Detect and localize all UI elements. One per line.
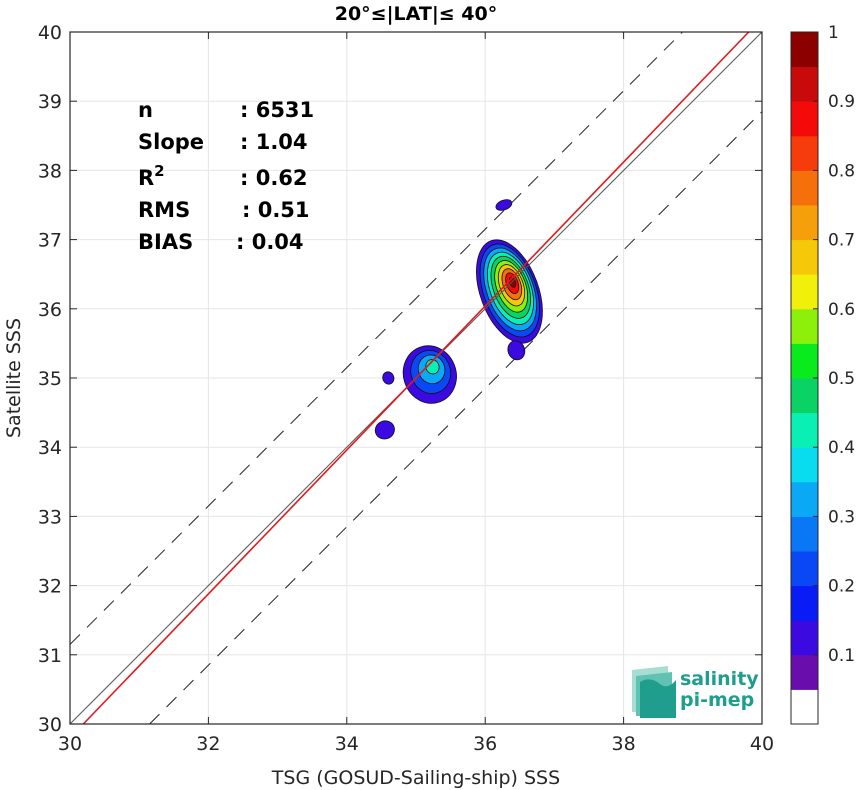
colorbar-segment bbox=[791, 101, 818, 137]
stats-value: : 0.04 bbox=[236, 230, 304, 254]
upper-bound-line bbox=[69, 31, 683, 645]
y-tick-label: 30 bbox=[38, 714, 62, 736]
y-tick-label: 38 bbox=[38, 160, 62, 182]
colorbar-tick-label: 0.7 bbox=[828, 231, 855, 251]
fit-line bbox=[82, 31, 750, 725]
colorbar-segment bbox=[791, 585, 818, 621]
colorbar-tick-label: 0.8 bbox=[828, 161, 855, 181]
colorbar-segment bbox=[791, 170, 818, 206]
density-contour bbox=[425, 359, 440, 375]
colorbar-segment bbox=[791, 620, 818, 656]
colorbar-segment bbox=[791, 481, 818, 517]
y-tick-label: 36 bbox=[38, 299, 62, 321]
x-tick-label: 38 bbox=[612, 733, 636, 755]
colorbar-segment bbox=[791, 551, 818, 587]
logo: salinity pi-mep bbox=[632, 666, 759, 718]
colorbar-tick-label: 0.1 bbox=[828, 646, 855, 666]
stats-value: : 0.51 bbox=[242, 198, 310, 222]
density-contour bbox=[374, 420, 395, 440]
colorbar-tick-label: 0.4 bbox=[828, 438, 855, 458]
y-tick-label: 35 bbox=[38, 368, 62, 390]
colorbar-segment bbox=[791, 239, 818, 275]
colorbar-tick-label: 0.9 bbox=[828, 92, 855, 112]
y-tick-label: 34 bbox=[38, 437, 62, 459]
stats-value: : 0.62 bbox=[240, 166, 308, 190]
colorbar-segment bbox=[791, 205, 818, 241]
stats-value: : 1.04 bbox=[240, 130, 308, 154]
colorbar-segment bbox=[791, 343, 818, 379]
density-contours bbox=[374, 199, 543, 440]
chart-title: 20°≤|LAT|≤ 40° bbox=[335, 3, 498, 25]
colorbar: 0.1 0.2 0.3 0.4 0.5 0.6 0.7 0.8 0.9 1 bbox=[790, 23, 855, 725]
logo-wave-icon bbox=[632, 666, 676, 718]
x-tick-label: 36 bbox=[473, 733, 497, 755]
y-axis-label: Satellite SSS bbox=[3, 318, 25, 438]
y-tick-label: 31 bbox=[38, 645, 62, 667]
colorbar-segment bbox=[791, 66, 818, 102]
y-tick-label: 39 bbox=[38, 91, 62, 113]
y-axis-ticks: 30 31 32 33 34 35 36 37 38 39 40 bbox=[38, 22, 762, 736]
colorbar-tick-label: 0.2 bbox=[828, 577, 855, 597]
stats-key: Slope bbox=[138, 130, 204, 154]
colorbar-segment bbox=[791, 412, 818, 448]
reference-lines bbox=[69, 31, 763, 725]
y-tick-label: 33 bbox=[38, 506, 62, 528]
colorbar-segment bbox=[791, 689, 818, 725]
colorbar-tick-label: 0.3 bbox=[828, 507, 855, 527]
logo-text-salinity: salinity bbox=[680, 668, 759, 690]
y-tick-label: 40 bbox=[38, 22, 62, 44]
x-tick-label: 40 bbox=[750, 733, 774, 755]
colorbar-tick-label: 1 bbox=[828, 23, 839, 43]
x-axis-ticks: 30 32 34 36 38 40 bbox=[58, 32, 774, 755]
colorbar-segment bbox=[791, 135, 818, 171]
x-tick-label: 30 bbox=[58, 733, 82, 755]
colorbar-segment bbox=[791, 308, 818, 344]
x-axis-label: TSG (GOSUD-Sailing-ship) SSS bbox=[271, 767, 560, 789]
logo-text-pimep: pi-mep bbox=[680, 689, 754, 711]
colorbar-segment bbox=[791, 654, 818, 690]
colorbar-segment bbox=[791, 274, 818, 310]
density-contour bbox=[382, 371, 395, 385]
lower-bound-line bbox=[149, 111, 763, 725]
x-tick-label: 32 bbox=[196, 733, 220, 755]
colorbar-tick-label: 0.6 bbox=[828, 300, 855, 320]
colorbar-segment bbox=[791, 447, 818, 483]
colorbar-segment bbox=[791, 32, 818, 68]
colorbar-segment bbox=[791, 378, 818, 414]
x-tick-label: 34 bbox=[335, 733, 359, 755]
colorbar-tick-label: 0.5 bbox=[828, 369, 855, 389]
colorbar-segment bbox=[791, 516, 818, 552]
grid bbox=[70, 32, 762, 724]
y-tick-label: 37 bbox=[38, 230, 62, 252]
density-contour bbox=[507, 340, 526, 361]
stats-value: : 6531 bbox=[240, 98, 314, 122]
stats-key: BIAS bbox=[138, 230, 193, 254]
stats-key: RMS bbox=[138, 198, 190, 222]
stats-key: n bbox=[138, 98, 153, 122]
y-tick-label: 32 bbox=[38, 576, 62, 598]
